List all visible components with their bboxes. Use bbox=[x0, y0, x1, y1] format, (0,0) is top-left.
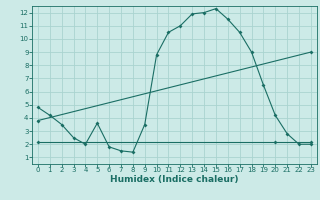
X-axis label: Humidex (Indice chaleur): Humidex (Indice chaleur) bbox=[110, 175, 239, 184]
